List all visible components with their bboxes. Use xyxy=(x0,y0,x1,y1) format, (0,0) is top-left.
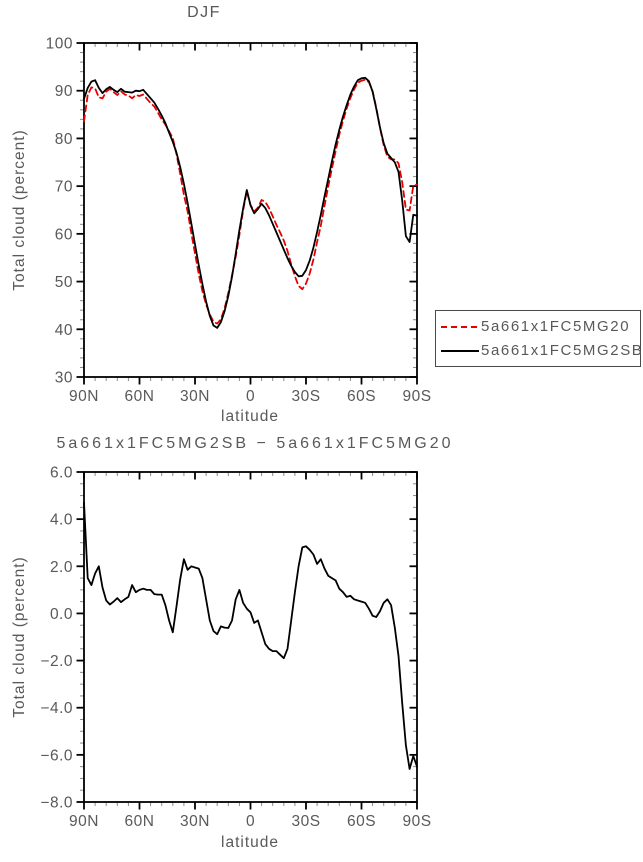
svg-text:0: 0 xyxy=(246,388,255,405)
top-chart-ylabel: Total cloud (percent) xyxy=(11,129,28,291)
svg-text:90S: 90S xyxy=(402,813,431,830)
svg-text:0.0: 0.0 xyxy=(50,606,73,623)
svg-text:50: 50 xyxy=(55,274,73,291)
svg-text:−6.0: −6.0 xyxy=(40,747,73,764)
svg-text:30S: 30S xyxy=(291,813,320,830)
black-solid-line-sample-icon xyxy=(441,349,479,352)
svg-text:100: 100 xyxy=(46,36,73,53)
svg-text:60N: 60N xyxy=(125,388,155,405)
svg-text:6.0: 6.0 xyxy=(50,465,73,482)
legend-box: 5a661x1FC5MG20 5a661x1FC5MG2SB xyxy=(435,310,643,367)
svg-text:−8.0: −8.0 xyxy=(40,795,73,812)
svg-text:30: 30 xyxy=(55,370,73,387)
svg-text:−4.0: −4.0 xyxy=(40,700,73,717)
legend-entry-mg2sb: 5a661x1FC5MG2SB xyxy=(441,342,643,359)
svg-text:0: 0 xyxy=(246,813,255,830)
svg-text:4.0: 4.0 xyxy=(50,512,73,529)
red-dashed-line-sample-icon xyxy=(441,325,479,328)
svg-text:60S: 60S xyxy=(347,813,376,830)
svg-text:60N: 60N xyxy=(125,813,155,830)
svg-text:60S: 60S xyxy=(347,388,376,405)
svg-text:90: 90 xyxy=(55,83,73,100)
svg-text:60: 60 xyxy=(55,226,73,243)
legend-label-mg20: 5a661x1FC5MG20 xyxy=(481,318,631,335)
difference-chart-title: 5a661x1FC5MG2SB − 5a661x1FC5MG20 xyxy=(56,435,454,452)
top-chart-xlabel: latitude xyxy=(221,408,279,425)
svg-text:30N: 30N xyxy=(180,813,210,830)
svg-text:30S: 30S xyxy=(291,388,320,405)
svg-text:90N: 90N xyxy=(69,813,99,830)
svg-text:30N: 30N xyxy=(180,388,210,405)
legend-entry-mg20: 5a661x1FC5MG20 xyxy=(441,318,640,335)
svg-text:−2.0: −2.0 xyxy=(40,653,73,670)
svg-text:40: 40 xyxy=(55,322,73,339)
svg-text:90S: 90S xyxy=(402,388,431,405)
svg-text:70: 70 xyxy=(55,179,73,196)
top-chart-title: DJF xyxy=(187,4,221,21)
legend-label-mg2sb: 5a661x1FC5MG2SB xyxy=(481,342,643,359)
svg-text:2.0: 2.0 xyxy=(50,559,73,576)
difference-chart-xlabel: latitude xyxy=(221,834,279,851)
svg-text:80: 80 xyxy=(55,131,73,148)
difference-chart-ylabel: Total cloud (percent) xyxy=(11,556,28,718)
svg-text:90N: 90N xyxy=(69,388,99,405)
